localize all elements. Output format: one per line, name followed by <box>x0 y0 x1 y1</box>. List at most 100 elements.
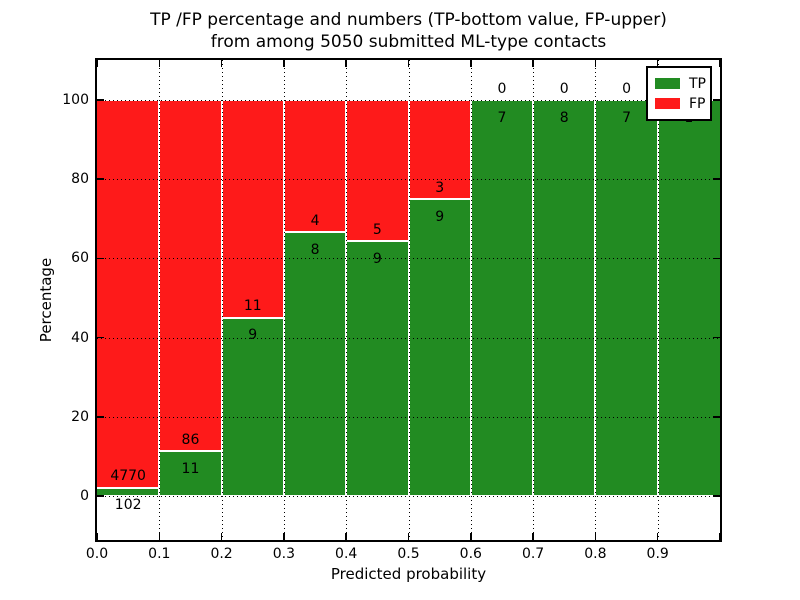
x-tick-label: 0.2 <box>210 546 233 562</box>
fp-bar-segment <box>97 100 160 488</box>
y-tick-mark-right <box>713 257 720 260</box>
vertical-gridline <box>408 60 410 540</box>
plot-area: 4770102861111948593907080701TPFP <box>96 60 721 540</box>
legend: TP FP <box>646 66 712 121</box>
tp-count-label: 7 <box>497 109 507 126</box>
fp-bar-segment <box>346 100 409 242</box>
y-tick-label: 100 <box>62 92 89 108</box>
x-tick-mark <box>96 533 98 540</box>
fp-count-label: 4 <box>310 212 320 229</box>
fp-bar-segment <box>283 100 347 232</box>
x-tick-mark-top <box>532 60 534 67</box>
fp-count-label: 4770 <box>110 468 146 485</box>
x-tick-mark-top <box>470 60 472 67</box>
x-tick-mark <box>470 533 472 540</box>
vertical-gridline <box>283 60 285 540</box>
vertical-gridline <box>533 60 535 540</box>
y-tick-mark-right <box>713 178 720 180</box>
y-tick-label: 0 <box>80 488 89 504</box>
x-tick-label: 0.9 <box>646 546 669 562</box>
vertical-gridline <box>470 60 472 540</box>
tp-fp-boundary-edge <box>283 231 347 233</box>
y-tick-label: 20 <box>71 408 89 425</box>
tp-fp-boundary-edge <box>97 486 160 489</box>
x-tick-mark-top <box>345 60 347 67</box>
tp-bar-segment <box>346 241 409 496</box>
x-tick-label: 0.1 <box>148 546 171 562</box>
legend-entry: TP <box>655 74 710 93</box>
x-tick-mark <box>158 533 161 540</box>
y-tick-mark <box>97 178 104 180</box>
x-tick-mark-top <box>656 60 659 67</box>
legend-entry: FP <box>655 94 710 113</box>
fp-count-label: 0 <box>622 80 631 97</box>
tp-fp-boundary-edge <box>346 240 409 243</box>
vertical-gridline <box>346 60 348 540</box>
x-tick-label: 0.5 <box>397 546 420 562</box>
y-tick-mark-right <box>713 495 720 497</box>
x-tick-mark-top <box>407 60 410 67</box>
tp-count-label: 9 <box>435 208 445 225</box>
tp-bar-segment <box>657 100 720 496</box>
tp-count-label: 9 <box>372 250 382 267</box>
y-tick-mark <box>97 495 104 497</box>
tp-fp-boundary-edge <box>221 316 284 319</box>
y-tick-mark-right <box>713 416 720 418</box>
tp-count-label: 11 <box>181 460 200 477</box>
fp-count-label: 11 <box>243 298 262 315</box>
tp-fp-boundary-edge <box>159 450 222 453</box>
tp-count-label: 9 <box>248 327 258 344</box>
chart-title-line1: TP /FP percentage and numbers (TP-bottom… <box>150 10 667 30</box>
fp-legend-swatch <box>655 98 680 109</box>
x-tick-mark-top <box>96 60 98 67</box>
y-tick-mark <box>97 99 104 101</box>
fp-bar-segment <box>408 100 471 199</box>
x-tick-mark-top <box>719 60 721 67</box>
x-tick-label: 0.7 <box>521 546 545 562</box>
x-tick-mark <box>594 533 597 540</box>
y-tick-mark <box>97 416 104 418</box>
tp-count-label: 102 <box>114 497 142 514</box>
y-tick-label: 40 <box>71 329 89 346</box>
tp-bar-segment <box>470 100 534 496</box>
tp-count-label: 8 <box>559 109 569 126</box>
y-tick-mark-right <box>713 99 720 101</box>
vertical-gridline <box>221 60 223 540</box>
x-tick-mark <box>656 533 659 540</box>
tp-bar-segment <box>595 100 658 496</box>
y-tick-mark-right <box>713 336 720 339</box>
y-tick-label: 60 <box>71 250 89 267</box>
tp-legend-label: TP <box>689 75 706 92</box>
vertical-gridline <box>595 60 597 540</box>
y-tick-mark <box>97 257 104 260</box>
x-tick-label: 0.6 <box>459 546 482 562</box>
fp-count-label: 0 <box>559 80 569 97</box>
fp-count-label: 5 <box>372 221 382 238</box>
x-tick-mark <box>532 533 534 540</box>
tp-count-label: 8 <box>310 241 320 258</box>
tp-bar-segment <box>97 487 160 496</box>
tp-bar-segment <box>221 317 284 496</box>
fp-count-label: 86 <box>181 431 200 448</box>
fp-count-label: 3 <box>435 179 445 196</box>
tp-fp-boundary-edge <box>408 198 471 200</box>
x-tick-mark <box>283 533 285 540</box>
x-tick-mark-top <box>158 60 161 67</box>
x-tick-mark-top <box>594 60 597 67</box>
x-tick-label: 0.8 <box>584 546 607 562</box>
x-axis-label: Predicted probability <box>330 565 487 583</box>
x-tick-mark-top <box>283 60 285 67</box>
fp-legend-label: FP <box>689 95 706 112</box>
tp-bar-segment <box>533 100 596 496</box>
fp-bar-segment <box>221 100 284 318</box>
y-tick-mark <box>97 336 104 339</box>
tp-bar-segment <box>283 232 347 496</box>
chart-title-line2: from among 5050 submitted ML-type contac… <box>210 32 607 52</box>
fp-bar-segment <box>159 100 222 452</box>
chart-title: TP /FP percentage and numbers (TP-bottom… <box>97 9 720 53</box>
vertical-gridline <box>657 60 659 540</box>
tp-count-label: 7 <box>622 109 631 126</box>
x-tick-label: 0.3 <box>272 546 296 562</box>
tp-legend-swatch <box>655 78 680 89</box>
